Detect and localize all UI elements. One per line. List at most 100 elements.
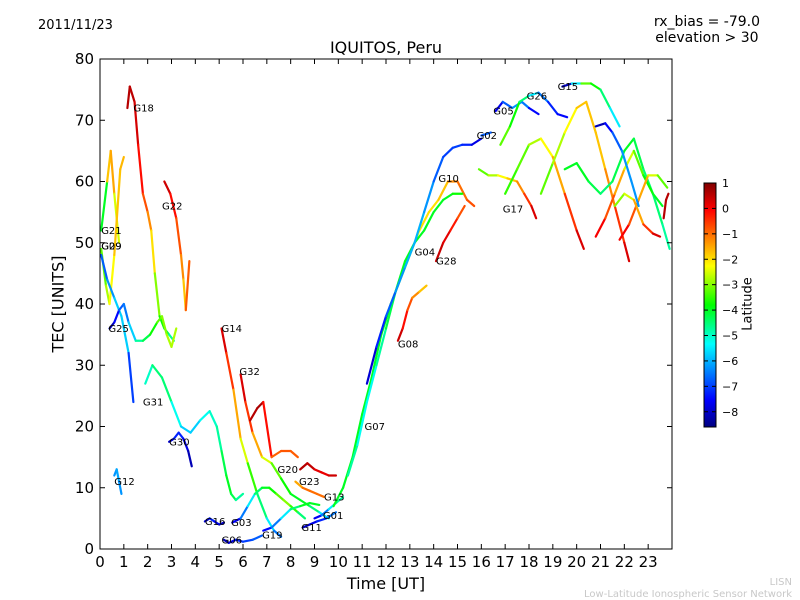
series-segment — [651, 192, 664, 226]
series-segment — [346, 443, 359, 477]
x-tick-label: 12 — [376, 553, 395, 571]
series-segment — [169, 192, 178, 220]
series-segment — [301, 486, 311, 492]
x-tick-label: 6 — [238, 553, 248, 571]
credit-short: LISN — [769, 577, 792, 588]
series-segment — [515, 180, 526, 195]
series-segment — [256, 400, 265, 410]
y-tick-label: 40 — [75, 295, 94, 313]
series-g16 — [203, 517, 226, 526]
x-tick-label: 16 — [472, 553, 491, 571]
series-segment — [148, 321, 159, 336]
sat-label-g32: G32 — [239, 367, 259, 378]
series-segment — [106, 278, 116, 299]
series-segment — [187, 449, 193, 468]
series-segment — [299, 501, 311, 508]
series-segment — [575, 100, 588, 110]
series-segment — [551, 131, 566, 165]
series-segment — [308, 520, 318, 526]
x-tick-label: 15 — [448, 553, 467, 571]
sat-label-g29: G29 — [101, 241, 121, 252]
series-segment — [294, 480, 304, 489]
sat-label-g15: G15 — [558, 82, 578, 93]
series-segment — [313, 468, 323, 474]
x-tick-label: 23 — [639, 553, 658, 571]
series-segment — [527, 106, 540, 116]
series-layer — [100, 82, 671, 544]
series-segment — [465, 198, 476, 208]
series-segment — [308, 489, 318, 495]
series-g30 — [168, 431, 193, 468]
series-segment — [120, 315, 130, 355]
series-segment — [537, 91, 550, 103]
series-segment — [268, 486, 278, 495]
series-g10 — [365, 137, 483, 385]
series-segment — [246, 492, 257, 508]
series-segment — [623, 241, 631, 263]
series-g11 — [301, 511, 338, 529]
sat-label-g23: G23 — [299, 477, 319, 488]
series-g23 — [299, 462, 338, 477]
y-tick-label: 70 — [75, 111, 94, 129]
series-g13 — [294, 480, 326, 499]
series-segment — [394, 266, 407, 293]
series-segment — [356, 400, 369, 446]
series-segment — [527, 137, 543, 146]
y-tick-label: 10 — [75, 479, 94, 497]
series-segment — [127, 321, 137, 342]
sat-label-g05: G05 — [493, 107, 513, 118]
series-segment — [599, 180, 614, 195]
series-g20 — [249, 400, 299, 459]
series-segment — [594, 131, 607, 171]
series-segment — [208, 410, 218, 428]
sat-label-g13: G13 — [324, 492, 344, 503]
series-g19 — [262, 501, 321, 532]
series-segment — [664, 192, 670, 201]
colorbar-tick-label: −2 — [722, 253, 738, 266]
series-segment — [299, 498, 311, 508]
x-tick-label: 2 — [143, 553, 153, 571]
series-segment — [434, 241, 445, 263]
series-segment — [160, 376, 173, 404]
series-g18 — [126, 85, 175, 342]
series-segment — [320, 508, 330, 517]
series-segment — [179, 425, 192, 434]
series-segment — [530, 204, 538, 220]
series-segment — [308, 505, 321, 514]
series-segment — [100, 180, 109, 232]
series-segment — [651, 232, 662, 238]
series-segment — [365, 364, 378, 404]
series-segment — [128, 85, 136, 103]
sat-label-g19: G19 — [262, 530, 282, 541]
series-segment — [518, 94, 531, 103]
series-segment — [361, 376, 373, 416]
series-segment — [523, 192, 533, 208]
series-segment — [546, 100, 559, 116]
series-segment — [496, 174, 509, 180]
series-segment — [289, 505, 302, 511]
series-segment — [508, 100, 521, 128]
series-segment — [527, 91, 540, 97]
series-segment — [423, 211, 435, 232]
series-segment — [384, 290, 397, 318]
series-segment — [563, 192, 578, 232]
series-segment — [215, 425, 223, 453]
x-tick-label: 1 — [119, 553, 129, 571]
series-g31 — [144, 364, 245, 502]
series-segment — [113, 168, 122, 257]
sat-label-g09: G09 — [101, 241, 121, 252]
sat-label-g16: G16 — [205, 517, 225, 528]
series-segment — [456, 204, 466, 220]
series-segment — [418, 211, 430, 232]
series-segment — [229, 492, 237, 502]
series-segment — [141, 333, 152, 342]
sat-label-g21: G21 — [101, 226, 121, 237]
series-segment — [313, 514, 323, 520]
series-g06 — [222, 534, 264, 544]
sat-label-g30: G30 — [169, 437, 189, 448]
series-segment — [234, 492, 245, 502]
series-g26 — [499, 91, 569, 146]
series-segment — [661, 223, 671, 250]
series-trace-30 — [504, 137, 585, 250]
